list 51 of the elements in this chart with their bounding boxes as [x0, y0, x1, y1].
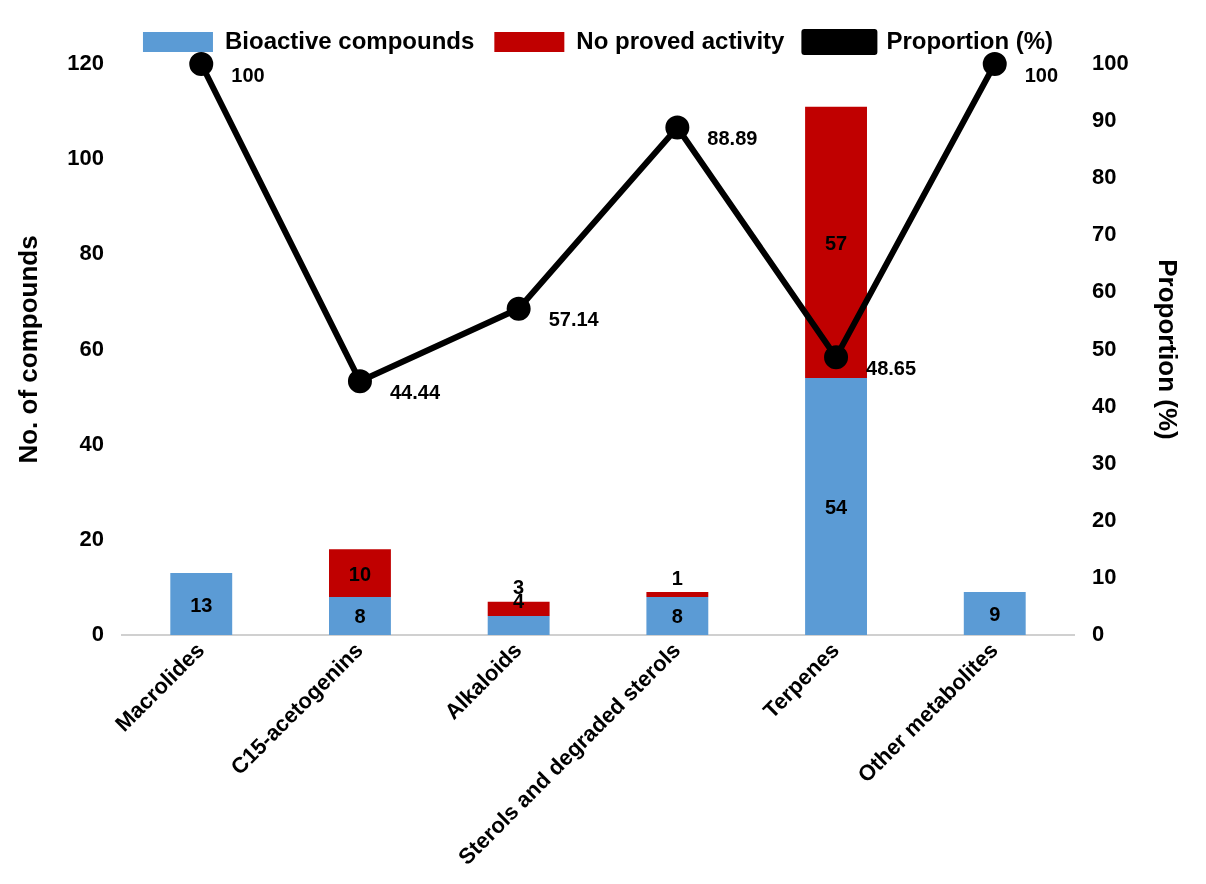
y2-tick-label: 10	[1092, 563, 1117, 589]
y2-tick-label: 70	[1092, 221, 1117, 247]
y2-tick-label: 90	[1092, 107, 1117, 133]
data-label: 8	[354, 605, 366, 628]
point	[982, 52, 1007, 76]
point	[189, 52, 214, 76]
y2-tick-label: 0	[1092, 621, 1105, 646]
point	[824, 345, 849, 370]
bar	[963, 592, 1026, 635]
bar	[329, 596, 391, 635]
data-label: 10	[348, 562, 372, 585]
y-tick-label: 60	[79, 335, 104, 361]
data-label: 57	[824, 231, 848, 254]
data-label: 8	[671, 605, 683, 628]
y2-tick-label: 80	[1092, 164, 1117, 190]
data-label: 1	[671, 566, 683, 589]
data-label: 88.89	[707, 126, 758, 149]
y-tick-label: 40	[79, 430, 104, 456]
y-tick-label: 100	[67, 145, 104, 171]
data-label: 100	[231, 63, 265, 86]
data-label: 13	[190, 593, 213, 616]
y2-tick-label: 60	[1092, 278, 1117, 304]
y2-tick-label: 40	[1092, 392, 1117, 418]
bar	[805, 106, 867, 379]
y-tick-label: 0	[91, 621, 104, 646]
y2-axis-title: Proportion (%)	[1153, 259, 1184, 440]
point	[665, 115, 690, 140]
y-tick-label: 120	[67, 50, 104, 76]
data-label: 9	[989, 603, 1001, 626]
bar	[646, 596, 709, 635]
y2-tick-label: 50	[1092, 335, 1117, 361]
bar	[805, 378, 867, 635]
legend-label: Bioactive compounds	[224, 26, 475, 54]
data-label: 44.44	[389, 380, 441, 403]
legend-label: No proved activity	[576, 26, 786, 54]
bar	[170, 573, 233, 635]
bar	[487, 615, 550, 635]
y-tick-label: 20	[79, 525, 104, 551]
data-label: 100	[1024, 63, 1059, 86]
y2-tick-label: 30	[1092, 449, 1117, 475]
data-label: 57.14	[548, 308, 600, 331]
data-label: 54	[824, 495, 849, 518]
y-axis-title: No. of compounds	[12, 235, 43, 464]
bar	[329, 549, 391, 597]
y2-tick-label: 20	[1092, 506, 1117, 532]
point	[347, 369, 372, 394]
y-tick-label: 80	[79, 240, 104, 266]
y2-tick-label: 100	[1092, 50, 1129, 76]
point	[506, 296, 531, 321]
legend-label: Proportion (%)	[886, 26, 1054, 54]
bar	[646, 592, 709, 597]
